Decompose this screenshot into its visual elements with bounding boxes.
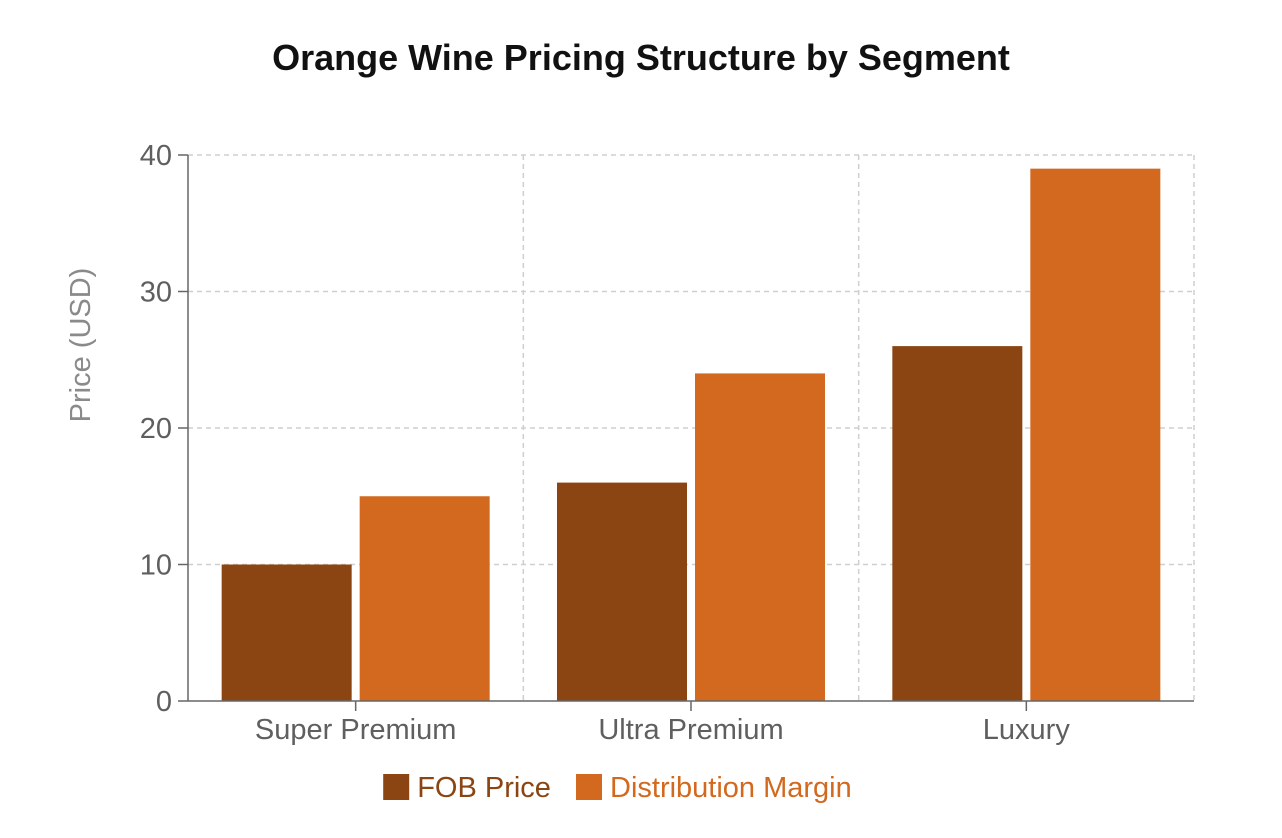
legend: FOB Price Distribution Margin [383, 772, 852, 804]
bar-fob-price [892, 346, 1023, 701]
x-tick-labels: Super Premium Ultra Premium Luxury [255, 714, 1070, 746]
y-axis-label: Price (USD) [65, 268, 97, 423]
y-tick-label: 20 [140, 413, 172, 445]
x-tick-label: Ultra Premium [598, 714, 783, 746]
y-tick-label: 30 [140, 277, 172, 309]
chart-title: Orange Wine Pricing Structure by Segment [272, 37, 1010, 78]
x-tick-label: Super Premium [255, 714, 456, 746]
legend-label: Distribution Margin [610, 772, 852, 804]
y-tick-labels: 0 10 20 30 40 [140, 140, 172, 718]
bar-distribution-margin [695, 373, 825, 701]
bar-fob-price [221, 564, 352, 701]
bars [221, 168, 1161, 701]
legend-item: FOB Price [383, 772, 551, 804]
x-tick-label: Luxury [983, 714, 1071, 746]
y-tick-label: 10 [140, 550, 172, 582]
bar-fob-price [557, 482, 687, 701]
gridlines [188, 154, 1195, 701]
y-tick-label: 40 [140, 140, 172, 172]
legend-label: FOB Price [417, 772, 551, 804]
legend-item: Distribution Margin [576, 772, 852, 804]
y-tick-label: 0 [156, 686, 172, 718]
legend-swatch [383, 774, 410, 800]
bar-distribution-margin [359, 496, 490, 701]
bar-distribution-margin [1030, 168, 1161, 701]
axes [178, 154, 1194, 711]
legend-swatch [576, 774, 602, 800]
